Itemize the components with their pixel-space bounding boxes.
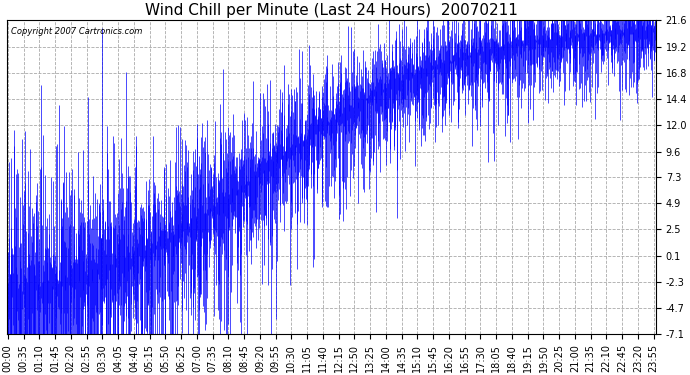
- Text: Copyright 2007 Cartronics.com: Copyright 2007 Cartronics.com: [10, 27, 142, 36]
- Title: Wind Chill per Minute (Last 24 Hours)  20070211: Wind Chill per Minute (Last 24 Hours) 20…: [146, 3, 518, 18]
